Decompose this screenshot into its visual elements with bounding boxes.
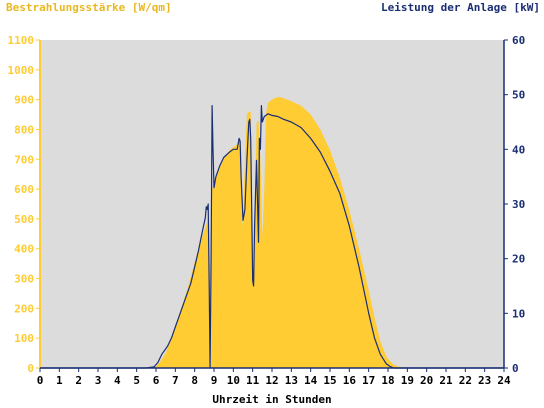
x-tick-label: 10: [227, 374, 240, 387]
x-tick-label: 5: [133, 374, 140, 387]
axes-layer: 0100200300400500600700800900100011000102…: [8, 34, 526, 387]
y-left-tick-label: 1100: [8, 34, 35, 47]
y-right-tick-label: 40: [512, 143, 525, 156]
power-line-layer: [40, 104, 504, 369]
y-right-tick-label: 60: [512, 34, 525, 47]
irradiance-area-layer: [152, 96, 412, 368]
y-right-tick-label: 10: [512, 307, 525, 320]
x-tick-label: 14: [304, 374, 318, 387]
x-tick-label: 11: [246, 374, 260, 387]
y-left-tick-label: 300: [14, 273, 34, 286]
y-left-tick-label: 600: [14, 183, 34, 196]
y-right-tick-label: 30: [512, 198, 525, 211]
x-tick-label: 24: [497, 374, 511, 387]
x-tick-label: 17: [362, 374, 375, 387]
x-tick-label: 23: [478, 374, 491, 387]
x-tick-label: 8: [191, 374, 198, 387]
y-right-tick-label: 50: [512, 89, 525, 102]
power-line: [40, 104, 504, 369]
y-left-tick-label: 100: [14, 332, 34, 345]
y-left-tick-label: 200: [14, 302, 34, 315]
x-tick-label: 19: [401, 374, 414, 387]
right-axis-title: Leistung der Anlage [kW]: [381, 1, 540, 14]
x-tick-label: 1: [56, 374, 63, 387]
x-tick-label: 6: [153, 374, 160, 387]
y-left-tick-label: 400: [14, 243, 34, 256]
x-tick-label: 15: [323, 374, 336, 387]
y-left-tick-label: 700: [14, 153, 34, 166]
y-right-tick-label: 0: [512, 362, 519, 375]
x-tick-label: 12: [265, 374, 278, 387]
x-tick-label: 20: [420, 374, 433, 387]
x-axis-label: Uhrzeit in Stunden: [212, 393, 332, 406]
y-left-tick-label: 0: [27, 362, 34, 375]
x-tick-label: 0: [37, 374, 44, 387]
x-tick-label: 4: [114, 374, 121, 387]
y-left-tick-label: 500: [14, 213, 34, 226]
x-tick-label: 13: [285, 374, 298, 387]
x-tick-label: 21: [439, 374, 453, 387]
y-left-tick-label: 1000: [8, 64, 35, 77]
x-tick-label: 18: [381, 374, 394, 387]
y-left-tick-label: 900: [14, 94, 34, 107]
x-tick-label: 7: [172, 374, 179, 387]
x-tick-label: 2: [75, 374, 82, 387]
y-left-tick-label: 800: [14, 123, 34, 136]
irradiance-area: [152, 96, 412, 368]
x-tick-label: 3: [95, 374, 102, 387]
x-tick-label: 22: [459, 374, 472, 387]
y-right-tick-label: 20: [512, 253, 525, 266]
x-tick-label: 9: [211, 374, 218, 387]
x-tick-label: 16: [343, 374, 357, 387]
left-axis-title: Bestrahlungsstärke [W/qm]: [6, 1, 172, 14]
